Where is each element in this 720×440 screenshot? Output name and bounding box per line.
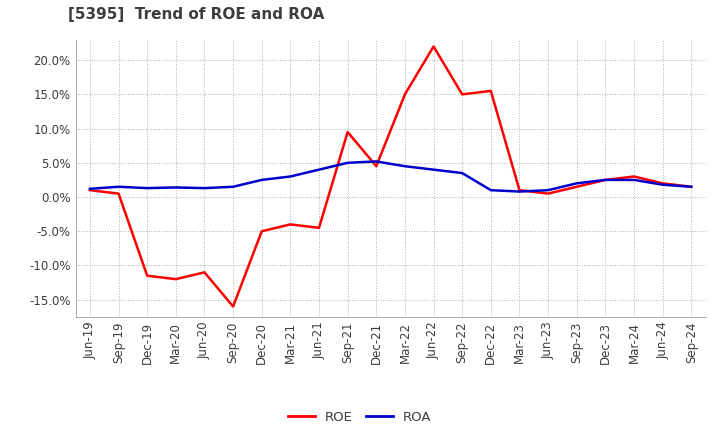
Line: ROA: ROA (90, 161, 691, 191)
ROA (487, 187, 495, 193)
ROE (372, 164, 381, 169)
ROA (687, 184, 696, 189)
ROE (487, 88, 495, 94)
ROE (86, 187, 94, 193)
ROA (229, 184, 238, 189)
ROE (601, 177, 610, 183)
ROA (315, 167, 323, 172)
ROA (572, 181, 581, 186)
ROA (515, 189, 523, 194)
Text: [5395]  Trend of ROE and ROA: [5395] Trend of ROE and ROA (68, 7, 325, 22)
ROA (601, 177, 610, 183)
ROE (229, 304, 238, 309)
ROA (258, 177, 266, 183)
ROE (258, 229, 266, 234)
Legend: ROE, ROA: ROE, ROA (283, 405, 437, 429)
ROE (458, 92, 467, 97)
ROA (143, 186, 151, 191)
ROA (86, 186, 94, 191)
ROE (171, 276, 180, 282)
ROA (200, 186, 209, 191)
ROA (286, 174, 294, 179)
ROA (114, 184, 123, 189)
Line: ROE: ROE (90, 47, 691, 307)
ROE (515, 187, 523, 193)
ROE (114, 191, 123, 196)
ROE (315, 225, 323, 231)
ROA (630, 177, 639, 183)
ROE (429, 44, 438, 49)
ROE (343, 129, 352, 135)
ROA (658, 182, 667, 187)
ROA (171, 185, 180, 190)
ROE (544, 191, 552, 196)
ROE (630, 174, 639, 179)
ROA (343, 160, 352, 165)
ROA (458, 170, 467, 176)
ROE (286, 222, 294, 227)
ROE (658, 181, 667, 186)
ROA (544, 187, 552, 193)
ROA (429, 167, 438, 172)
ROA (372, 159, 381, 164)
ROE (687, 184, 696, 189)
ROE (400, 92, 409, 97)
ROE (143, 273, 151, 279)
ROE (200, 270, 209, 275)
ROA (400, 164, 409, 169)
ROE (572, 184, 581, 189)
